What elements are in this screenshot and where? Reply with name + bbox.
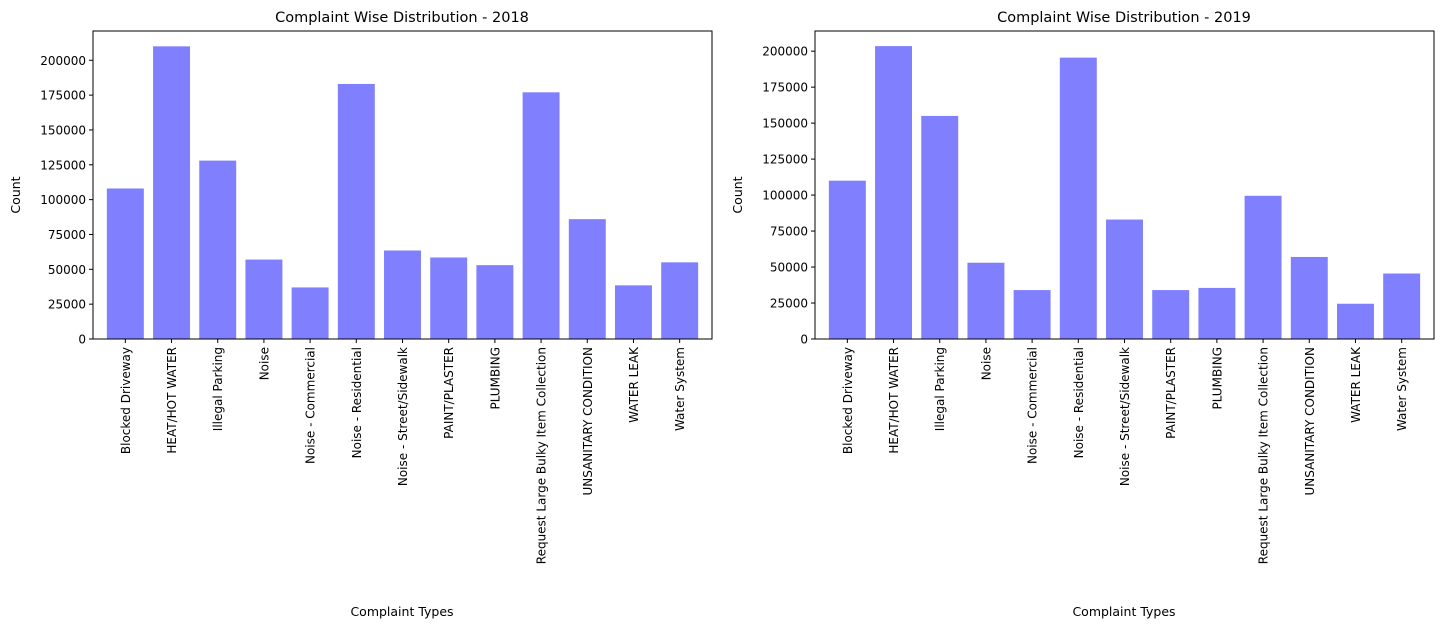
bar <box>337 83 375 340</box>
x-tick-label: HEAT/HOT WATER <box>165 347 179 454</box>
x-tick-label: Water System <box>1395 347 1409 431</box>
x-axis-label: Complaint Types <box>350 604 453 619</box>
bar <box>1336 303 1374 339</box>
chart-title: Complaint Wise Distribution - 2019 <box>997 10 1251 26</box>
bar <box>153 46 191 339</box>
bar <box>245 259 283 339</box>
bar <box>1383 273 1421 339</box>
y-axis-label: Count <box>730 176 745 213</box>
x-tick-label: PLUMBING <box>488 347 502 410</box>
bar <box>430 257 468 339</box>
y-tick-label: 0 <box>800 333 808 347</box>
x-tick-label: Noise - Commercial <box>1026 347 1040 464</box>
y-tick-label: 125000 <box>762 153 808 167</box>
bar <box>875 46 913 340</box>
bar <box>476 265 514 339</box>
x-tick-label: Noise - Street/Sidewalk <box>396 347 410 486</box>
chart-title: Complaint Wise Distribution - 2018 <box>275 10 529 26</box>
y-tick-label: 200000 <box>762 45 808 59</box>
bar <box>384 250 421 339</box>
chart-2019: Complaint Wise Distribution - 2019 Compl… <box>730 10 1435 619</box>
x-tick-label: Illegal Parking <box>211 347 225 431</box>
y-tick-label: 125000 <box>40 158 86 172</box>
y-tick-label: 0 <box>78 333 86 347</box>
x-tick-label: Blocked Driveway <box>119 347 133 454</box>
x-tick-label: Noise <box>257 347 271 380</box>
y-tick-label: 50000 <box>48 263 86 277</box>
bar <box>1198 287 1236 339</box>
bar <box>614 285 652 339</box>
bar <box>1059 57 1097 339</box>
y-tick-label: 175000 <box>40 89 86 103</box>
y-tick-label: 50000 <box>770 261 808 275</box>
bar <box>522 92 560 339</box>
bar <box>921 115 959 339</box>
bar <box>1106 219 1143 339</box>
bar <box>568 219 606 339</box>
x-tick-label: WATER LEAK <box>627 346 641 423</box>
y-tick-label: 25000 <box>48 298 86 312</box>
x-tick-label: PAINT/PLASTER <box>442 347 456 439</box>
bar <box>828 180 866 339</box>
chart-2018: Complaint Wise Distribution - 2018 Compl… <box>8 10 713 619</box>
y-tick-label: 100000 <box>762 189 808 203</box>
x-tick-label: WATER LEAK <box>1349 346 1363 423</box>
x-tick-label: Illegal Parking <box>933 347 947 431</box>
y-tick-label: 150000 <box>40 123 86 137</box>
x-tick-label: Noise - Street/Sidewalk <box>1118 347 1132 486</box>
bar <box>661 262 699 339</box>
x-tick-label: Noise <box>979 347 993 380</box>
x-tick-label: Noise - Residential <box>1072 347 1086 458</box>
bar <box>967 262 1005 339</box>
y-tick-label: 100000 <box>40 193 86 207</box>
x-tick-label: Blocked Driveway <box>841 347 855 454</box>
bar <box>291 287 329 339</box>
bar <box>199 160 237 339</box>
y-tick-label: 175000 <box>762 81 808 95</box>
y-tick-label: 150000 <box>762 117 808 131</box>
x-tick-label: Water System <box>673 347 687 431</box>
x-tick-label: Request Large Bulky Item Collection <box>1257 347 1271 564</box>
x-tick-label: HEAT/HOT WATER <box>887 347 901 454</box>
y-tick-label: 75000 <box>770 225 808 239</box>
x-tick-label: Noise - Commercial <box>304 347 318 464</box>
y-axis-label: Count <box>8 176 23 213</box>
x-tick-label: UNSANITARY CONDITION <box>581 347 595 496</box>
x-tick-label: Noise - Residential <box>350 347 364 458</box>
bar <box>1152 290 1190 339</box>
x-tick-label: UNSANITARY CONDITION <box>1303 347 1317 496</box>
bar <box>1290 256 1328 339</box>
bar <box>1013 290 1051 339</box>
y-tick-label: 200000 <box>40 54 86 68</box>
x-tick-label: PAINT/PLASTER <box>1164 347 1178 439</box>
y-tick-label: 75000 <box>48 228 86 242</box>
bar <box>106 188 144 339</box>
x-tick-label: PLUMBING <box>1210 347 1224 410</box>
bar <box>1244 195 1282 339</box>
x-axis-label: Complaint Types <box>1072 604 1175 619</box>
y-tick-label: 25000 <box>770 297 808 311</box>
x-tick-label: Request Large Bulky Item Collection <box>535 347 549 564</box>
